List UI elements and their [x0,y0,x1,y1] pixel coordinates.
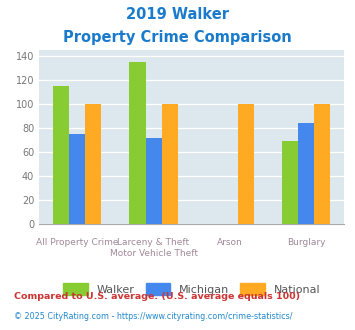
Bar [298,123,314,224]
Text: Property Crime Comparison: Property Crime Comparison [63,30,292,45]
Text: Arson: Arson [217,238,243,247]
Bar [282,141,298,224]
Bar [85,104,101,224]
Bar [314,104,330,224]
Text: Burglary: Burglary [287,238,326,247]
Text: © 2025 CityRating.com - https://www.cityrating.com/crime-statistics/: © 2025 CityRating.com - https://www.city… [14,312,293,321]
Bar [69,134,85,224]
Text: Larceny & Theft: Larceny & Theft [118,238,190,247]
Text: All Property Crime: All Property Crime [36,238,119,247]
Legend: Walker, Michigan, National: Walker, Michigan, National [59,279,324,300]
Bar [130,62,146,224]
Bar [238,104,254,224]
Bar [146,138,162,224]
Text: 2019 Walker: 2019 Walker [126,7,229,21]
Bar [162,104,178,224]
Text: Motor Vehicle Theft: Motor Vehicle Theft [110,249,197,258]
Bar [53,86,69,224]
Text: Compared to U.S. average. (U.S. average equals 100): Compared to U.S. average. (U.S. average … [14,292,300,301]
